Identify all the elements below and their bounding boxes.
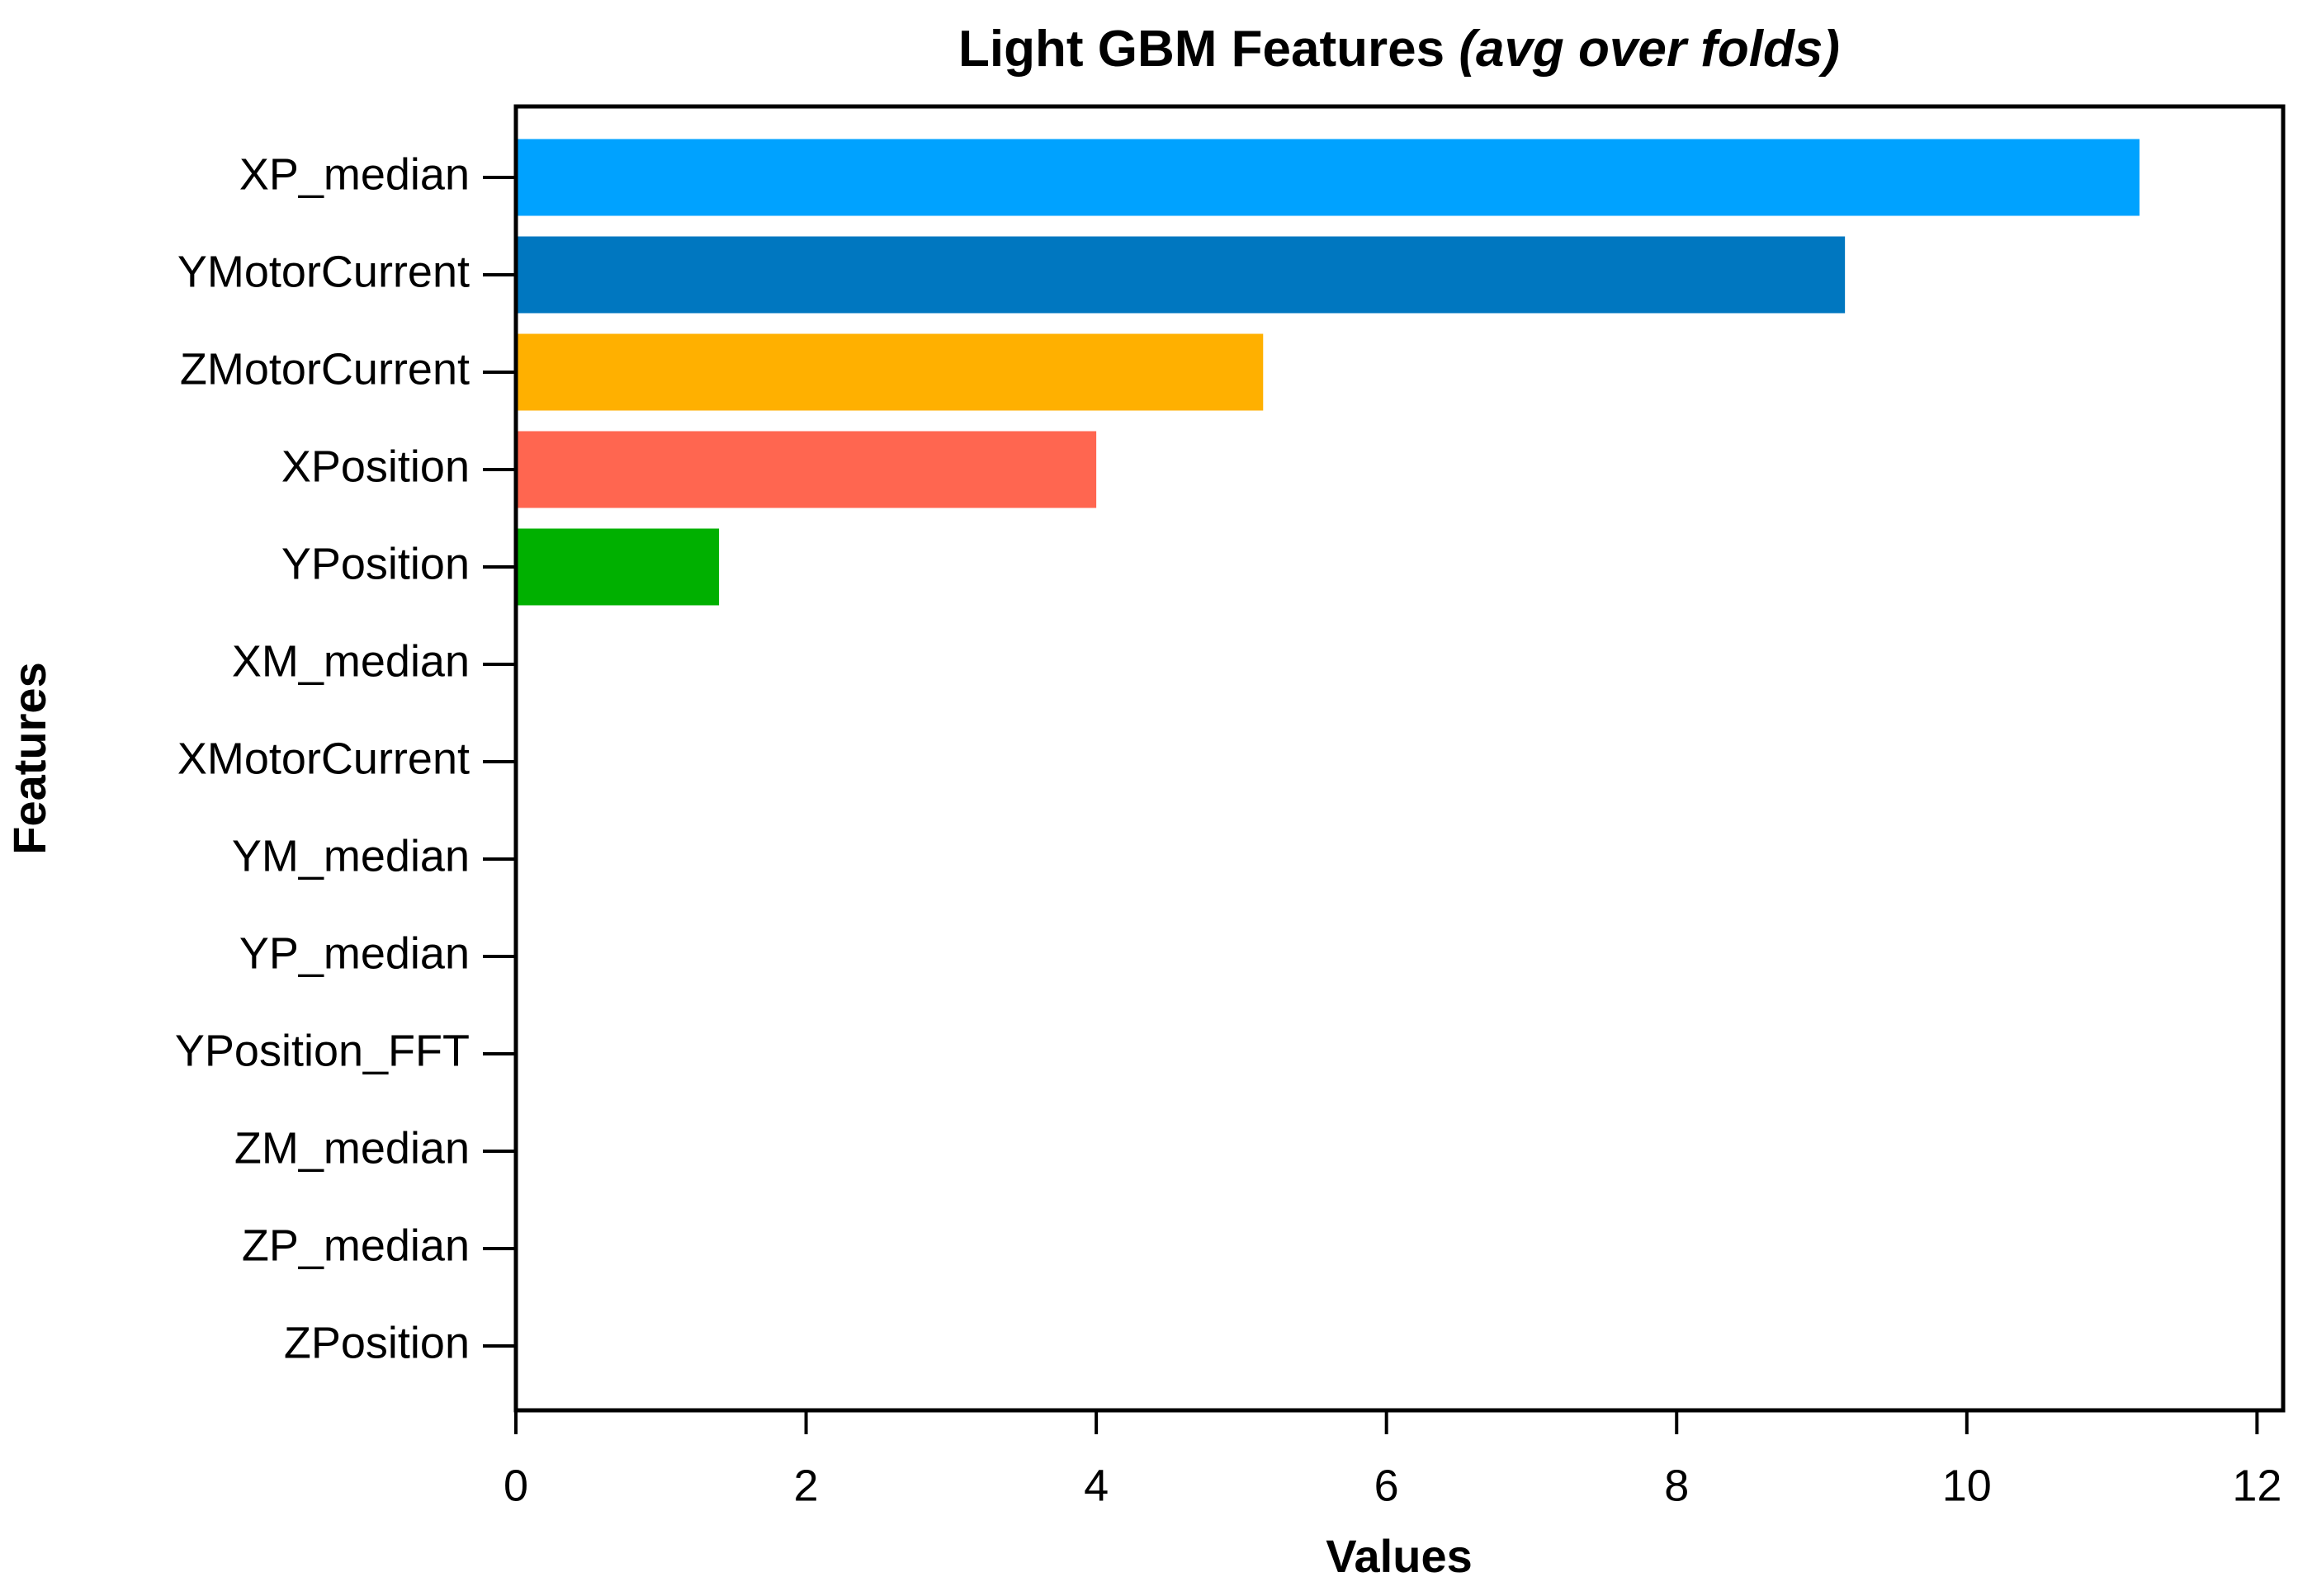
chart-title: Light GBM Features (avg over folds) [958, 21, 1840, 78]
y-tick-label: XPosition [281, 441, 470, 491]
y-tick-label: XM_median [232, 636, 470, 686]
y-tick-label: XMotorCurrent [177, 734, 470, 783]
x-tick-label: 6 [1374, 1461, 1399, 1510]
plot-frame [513, 104, 2286, 1413]
bar [516, 431, 1097, 508]
y-tick-label: YPosition_FFT [175, 1026, 470, 1075]
x-tick-label: 8 [1664, 1461, 1689, 1510]
title-main: Light GBM Features [958, 21, 1445, 78]
y-axis-label: Features [3, 662, 55, 854]
x-tick-label: 4 [1084, 1461, 1109, 1510]
y-tick-label: ZPosition [284, 1318, 470, 1367]
x-tick-label: 12 [2232, 1461, 2281, 1510]
x-tick-label: 2 [794, 1461, 819, 1510]
y-tick-label: ZP_median [242, 1221, 470, 1270]
y-tick-label: YP_median [239, 928, 470, 978]
bar [516, 236, 1846, 314]
y-tick-label: YMotorCurrent [177, 247, 470, 296]
title-italic: (avg over folds) [1459, 21, 1840, 78]
y-tick-label: XP_median [239, 149, 470, 199]
bar [516, 528, 720, 606]
y-tick-label: ZM_median [234, 1123, 470, 1173]
x-axis-label: Values [1326, 1530, 1472, 1582]
y-tick-label: YPosition [281, 539, 470, 588]
y-tick-label: ZMotorCurrent [180, 344, 470, 394]
bar [516, 139, 2140, 216]
x-tick-label: 0 [504, 1461, 528, 1510]
y-tick-label: YM_median [232, 831, 470, 881]
bar [516, 333, 1264, 411]
x-tick-label: 10 [1942, 1461, 1992, 1510]
